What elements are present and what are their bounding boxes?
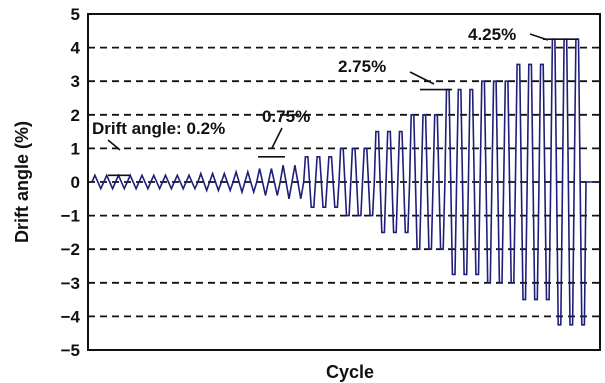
y-tick-label-8: −3 <box>61 274 80 293</box>
y-tick-labels: 5 4 3 2 1 0 −1 −2 −3 −4 −5 <box>61 5 81 360</box>
y-tick-label-9: −4 <box>61 307 81 326</box>
grid-lines <box>88 46 600 318</box>
y-tick-label-6: −1 <box>61 207 80 226</box>
y-tick-label-10: −5 <box>61 341 80 360</box>
annotation-leader-1 <box>271 127 283 149</box>
y-tick-label-2: 3 <box>71 72 80 91</box>
annotations: Drift angle: 0.2% 0.75% 2.75% 4.25% <box>92 25 578 177</box>
series-drift-history <box>91 38 596 326</box>
annotation-label-0: Drift angle: 0.2% <box>92 119 225 138</box>
y-axis-title: Drift angle (%) <box>12 121 32 243</box>
annotation-2: 2.75% <box>338 57 452 91</box>
annotation-label-3: 4.25% <box>468 25 516 44</box>
annotation-label-1: 0.75% <box>262 107 310 126</box>
annotation-leader-0 <box>107 139 121 151</box>
y-tick-label-7: −2 <box>61 240 80 259</box>
plot-frame <box>87 13 601 351</box>
y-tick-label-0: 5 <box>71 5 80 24</box>
annotation-leader-2 <box>409 71 435 85</box>
y-tick-label-4: 1 <box>71 139 80 158</box>
annotation-1: 0.75% <box>258 107 310 158</box>
annotation-0: Drift angle: 0.2% <box>92 119 225 177</box>
y-tick-label-5: 0 <box>71 173 80 192</box>
annotation-leader-3 <box>529 33 549 41</box>
x-axis-title: Cycle <box>326 362 374 382</box>
y-tick-label-3: 2 <box>71 106 80 125</box>
annotation-3: 4.25% <box>468 25 578 44</box>
annotation-label-2: 2.75% <box>338 57 386 76</box>
y-tick-label-1: 4 <box>71 39 81 58</box>
